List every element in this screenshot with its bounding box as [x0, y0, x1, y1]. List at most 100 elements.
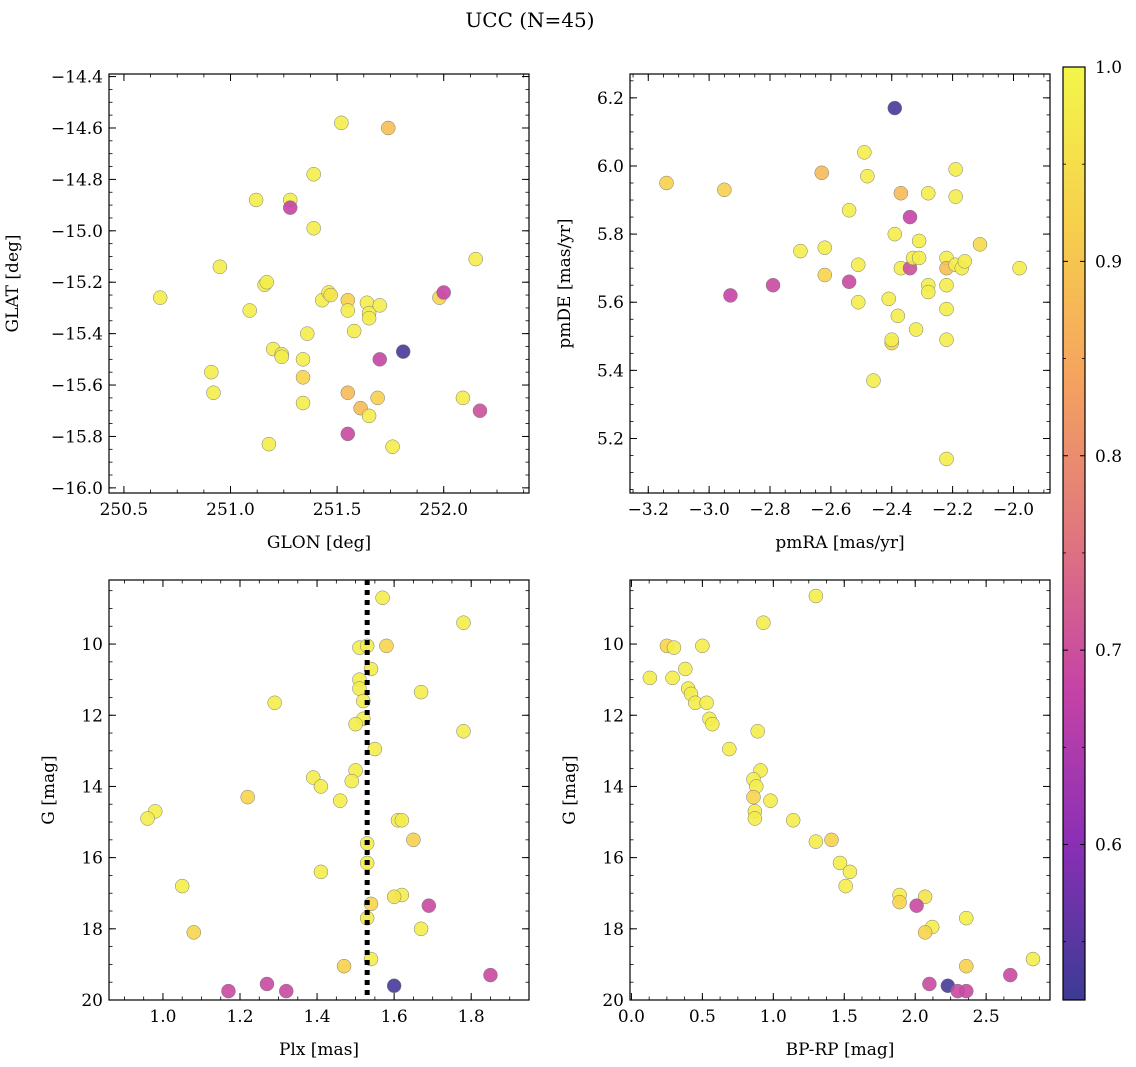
scatter-point: [221, 983, 236, 999]
scatter-point: [705, 716, 720, 732]
scatter-point: [722, 741, 737, 757]
scatter-point: [1003, 967, 1018, 983]
scatter-point: [361, 408, 377, 424]
x-tick-label: −2.0: [993, 500, 1034, 520]
scatter-point: [824, 832, 839, 848]
x-tick-label: −3.2: [628, 500, 669, 520]
color-magnitude-panel: 0.0 0.5 1.0 1.5 2.0 2.5 10 12 14 16 18 20 BP-RP [mag…: [560, 579, 1051, 1060]
glon-glat-y-axis-label: GLAT [deg]: [3, 234, 23, 332]
scatter-point: [909, 898, 924, 913]
scatter-point: [278, 983, 294, 999]
parallax-magnitude-x-axis-label: Plx [mas]: [279, 1040, 359, 1060]
scatter-point: [261, 436, 277, 452]
scatter-point: [352, 681, 367, 696]
scatter-point: [436, 285, 451, 300]
scatter-point: [340, 385, 356, 400]
x-tick-label: 1.0: [760, 1007, 787, 1027]
scatter-point: [939, 332, 954, 347]
scatter-point: [274, 349, 289, 365]
scatter-point: [785, 813, 801, 828]
scatter-point: [468, 251, 483, 267]
x-tick-label: −3.0: [688, 500, 729, 520]
y-tick-label: 10: [81, 635, 103, 655]
scatter-point: [921, 185, 936, 201]
scatter-point: [851, 294, 866, 310]
scatter-point: [212, 259, 228, 275]
scatter-point: [361, 310, 377, 326]
scatter-point: [300, 326, 315, 341]
colorbar-tick-label: 0.9: [1095, 252, 1122, 272]
scatter-point: [240, 789, 255, 805]
x-tick-label: 250.5: [100, 500, 149, 520]
scatter-point: [367, 741, 383, 757]
y-tick-label: 6.0: [597, 157, 624, 177]
x-tick-label: 2.0: [902, 1007, 929, 1027]
scatter-point: [386, 978, 402, 994]
proper-motion-panel: −3.2 −3.0 −2.8 −2.6 −2.4 −2.2 −2.0 5.2 5.4 5.6 5.8…: [555, 73, 1051, 553]
scatter-point: [259, 976, 275, 992]
scatter-point: [186, 925, 202, 940]
scatter-point: [394, 813, 410, 828]
scatter-point: [472, 403, 488, 418]
scatter-point: [336, 958, 352, 974]
y-tick-label: −15.0: [51, 222, 103, 242]
scatter-point: [659, 175, 674, 191]
scatter-point: [959, 958, 974, 974]
colorbar-tick-label: 0.7: [1095, 641, 1122, 661]
scatter-point: [206, 385, 221, 400]
scatter-point: [204, 364, 219, 380]
colorbar-tick-label: 0.8: [1095, 447, 1122, 467]
y-tick-label: −14.4: [51, 68, 103, 88]
scatter-point: [857, 145, 872, 160]
scatter-point: [948, 162, 963, 177]
y-tick-label: 12: [602, 706, 624, 726]
scatter-point: [140, 811, 155, 826]
scatter-point: [838, 878, 853, 894]
scatter-point: [851, 257, 866, 273]
scatter-point: [665, 670, 680, 686]
scatter-point: [893, 185, 909, 201]
scatter-point: [699, 695, 714, 711]
scatter-point: [723, 288, 738, 303]
scatter-point: [817, 240, 833, 255]
x-tick-label: −2.6: [810, 500, 851, 520]
scatter-point: [750, 724, 765, 739]
scatter-point: [939, 277, 954, 293]
scatter-point: [295, 352, 311, 367]
scatter-point: [756, 615, 771, 630]
y-tick-label: 6.2: [597, 89, 624, 109]
y-tick-label: 5.2: [597, 429, 624, 449]
scatter-point: [313, 779, 329, 794]
y-tick-label: −15.8: [51, 427, 103, 447]
y-tick-label: 5.8: [597, 225, 624, 245]
glon-glat-points: [152, 115, 488, 454]
scatter-point: [908, 322, 924, 337]
scatter-point: [455, 390, 471, 406]
parallax-magnitude-panel: 1.0 1.2 1.4 1.6 1.8 10 12 14 16 18 20 Plx [mas] G [m…: [39, 579, 530, 1060]
y-tick-label: 18: [81, 920, 103, 940]
scatter-point: [372, 298, 388, 313]
scatter-point: [242, 303, 257, 318]
scatter-point: [456, 615, 471, 630]
scatter-point: [921, 284, 936, 300]
scatter-point: [381, 120, 396, 136]
scatter-point: [413, 921, 429, 937]
scatter-point: [348, 716, 363, 732]
y-tick-label: 16: [602, 849, 624, 869]
scatter-point: [959, 910, 974, 926]
scatter-point: [972, 237, 988, 252]
x-tick-label: 0.0: [618, 1007, 645, 1027]
x-tick-label: 1.5: [831, 1007, 858, 1027]
y-tick-label: −14.8: [51, 170, 103, 190]
y-tick-label: −16.0: [51, 479, 103, 499]
glon-glat-panel: 250.5 251.0 251.5 252.0 −16.0 −15.8 −15.6 −15.4…: [3, 68, 530, 553]
scatter-point: [375, 590, 390, 606]
scatter-point: [860, 168, 875, 184]
scatter-point: [902, 209, 918, 225]
proper-motion-y-axis-label: pmDE [mas/yr]: [555, 218, 575, 348]
scatter-point: [939, 301, 954, 317]
scatter-point: [717, 182, 732, 198]
scatter-point: [887, 226, 903, 242]
scatter-point: [413, 684, 429, 700]
